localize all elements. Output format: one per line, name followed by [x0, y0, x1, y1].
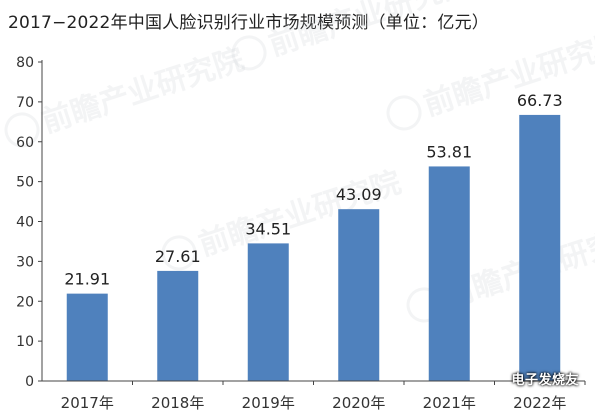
labels-group: 0 10 20 30 40 50 60 70 80 21.91 2017年 27.61 2018年 34.…: [16, 55, 566, 412]
bar: [157, 270, 199, 381]
y-tick-label: 30: [16, 254, 34, 270]
watermark-text: 前瞻产业研究院: [420, 25, 595, 123]
bar: [247, 243, 289, 381]
watermark-text: 前瞻产业研究院: [38, 42, 249, 140]
bar: [66, 293, 108, 381]
bar-value-label: 66.73: [517, 91, 563, 110]
y-tick-label: 0: [25, 374, 34, 390]
y-tick-label: 10: [16, 334, 34, 350]
y-tick-label: 50: [16, 175, 34, 191]
watermark-mark: 前瞻产业研究院: [4, 42, 249, 148]
y-tick-label: 80: [16, 55, 34, 71]
x-category-label: 2019年: [242, 394, 295, 412]
y-tick-label: 40: [16, 215, 34, 231]
bar: [338, 209, 380, 381]
y-tick-label: 70: [16, 95, 34, 111]
x-category-label: 2020年: [332, 394, 385, 412]
watermark-mark: 前瞻产业研究院: [386, 25, 595, 131]
footer-watermark: 电子发烧友: [511, 373, 579, 388]
watermark-text: 前瞻产业研究院: [265, 0, 476, 63]
watermark-mark: 前瞻产业研究院: [231, 0, 476, 71]
bar-value-label: 21.91: [64, 270, 110, 289]
y-tick-label: 20: [16, 294, 34, 310]
x-category-label: 2018年: [151, 394, 204, 412]
x-category-label: 2021年: [423, 394, 476, 412]
x-category-label: 2022年: [513, 394, 566, 412]
watermark-logo-icon: [231, 35, 267, 71]
bar: [519, 114, 561, 381]
axes-group: [38, 60, 586, 385]
watermark-logo-icon: [386, 95, 422, 131]
y-tick-label: 60: [16, 135, 34, 151]
bar: [428, 166, 470, 381]
bar-value-label: 53.81: [426, 142, 472, 161]
bar-value-label: 34.51: [245, 219, 291, 238]
x-category-label: 2017年: [61, 394, 114, 412]
bar-value-label: 43.09: [336, 185, 382, 204]
bar-value-label: 27.61: [155, 247, 201, 266]
watermark-logo-icon: [4, 112, 40, 148]
watermark-logo-icon: [161, 235, 197, 271]
chart-title: 2017−2022年中国人脸识别行业市场规模预测（单位：亿元）: [8, 13, 489, 33]
bars-group: [66, 114, 561, 381]
